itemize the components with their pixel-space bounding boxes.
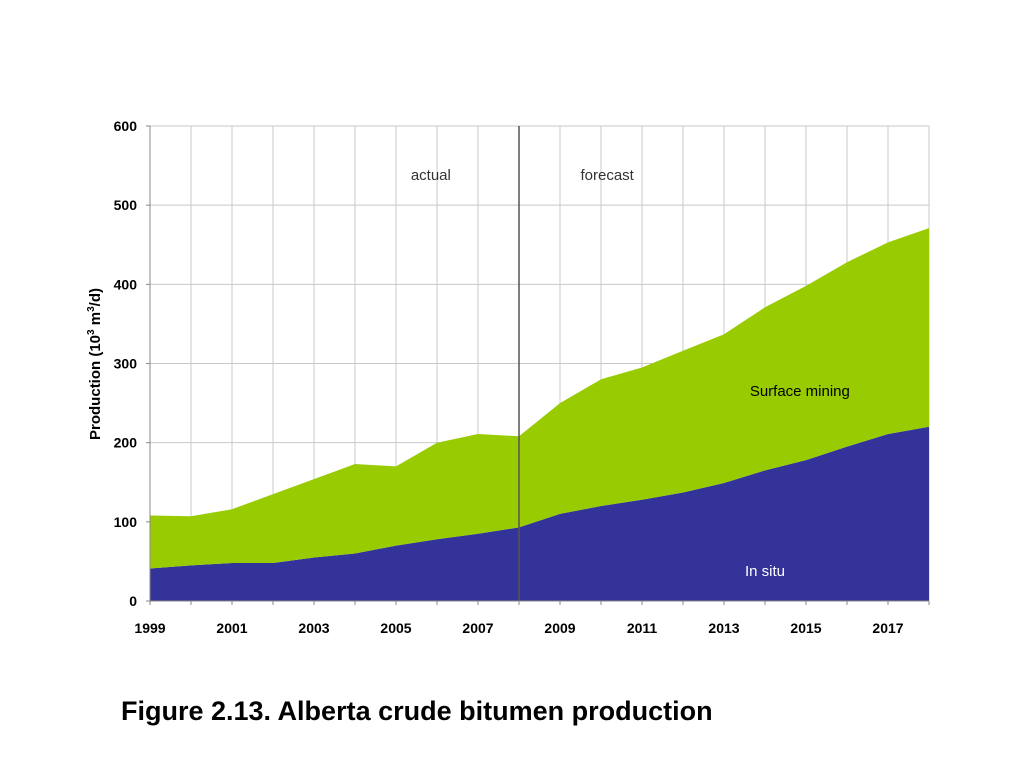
x-tick-label: 2015 (790, 620, 821, 636)
y-tick-label: 500 (114, 197, 138, 213)
y-tick-label: 200 (114, 435, 138, 451)
x-tick-label: 2011 (627, 620, 658, 636)
figure-caption: Figure 2.13. Alberta crude bitumen produ… (121, 696, 713, 726)
series-label-in-situ: In situ (745, 563, 785, 580)
y-tick-label: 0 (129, 593, 137, 609)
area-in-situ (150, 426, 929, 601)
y-tick-label: 300 (114, 356, 138, 372)
x-tick-label: 2017 (872, 620, 903, 636)
x-tick-label: 2001 (216, 620, 247, 636)
series-label-surface-mining: Surface mining (750, 383, 850, 400)
x-tick-label: 2005 (380, 620, 411, 636)
chart-labels: actual forecast Surface mining In situ (411, 167, 850, 580)
y-tick-label: 600 (114, 118, 138, 134)
x-tick-label: 2009 (544, 620, 575, 636)
annotation-actual: actual (411, 167, 451, 184)
x-tick-label: 1999 (134, 620, 165, 636)
x-tick-label: 2007 (462, 620, 493, 636)
axes: 0 100 200 300 400 500 600 1999 2001 2003 2005 2007 2… (86, 118, 930, 636)
stacked-areas (150, 228, 929, 601)
y-tick-label: 100 (114, 514, 138, 530)
area-surface-mining (150, 228, 929, 569)
annotation-forecast: forecast (580, 167, 634, 184)
y-tick-label: 400 (114, 276, 138, 292)
y-axis-label: Production (103 m3/d) (86, 288, 104, 440)
x-tick-label: 2003 (298, 620, 329, 636)
x-tick-label: 2013 (708, 620, 739, 636)
